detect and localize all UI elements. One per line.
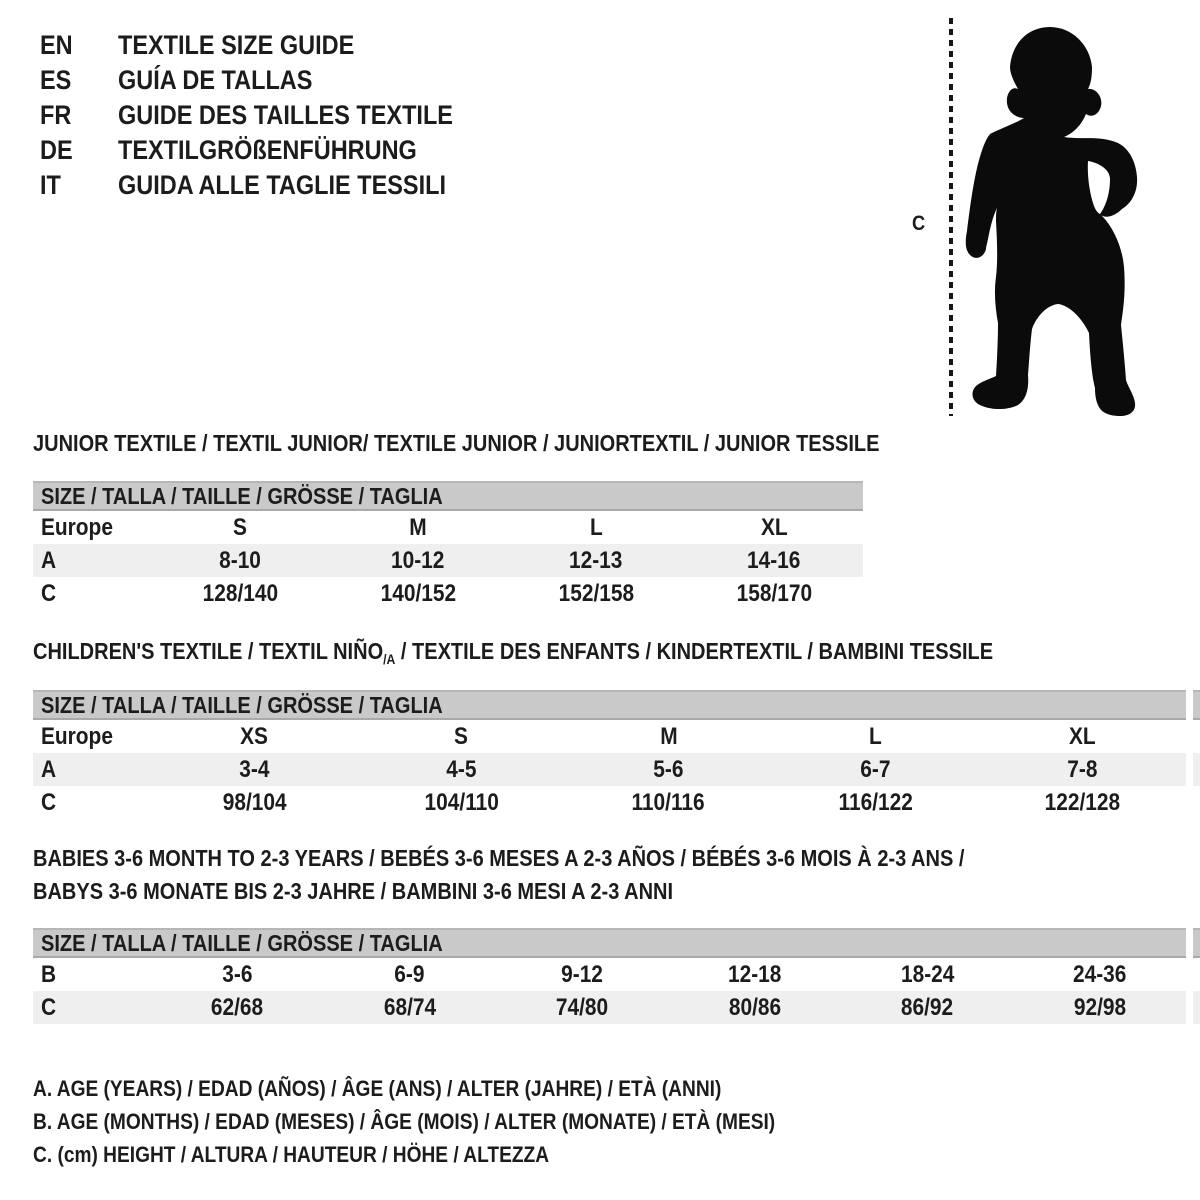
legend-line-c: C. (cm) HEIGHT / ALTURA / HAUTEUR / HÖHE… [33,1142,550,1167]
language-row-de: DE TEXTILGRÖßENFÜHRUNG [40,133,503,168]
cell: 98/104 [222,788,287,816]
table-row-age-years: A 3-4 4-5 5-6 6-7 7-8 [33,753,1186,786]
cell: 74/80 [556,993,609,1021]
row-label: Europe [41,722,113,750]
cell: 12-13 [569,546,623,574]
row-label: C [41,579,57,607]
cell: L [869,722,882,750]
cell: XS [240,722,269,750]
table-row-europe: Europe S M L XL [33,511,863,544]
cell: 122/128 [1044,788,1121,816]
language-row-en: EN TEXTILE SIZE GUIDE [40,28,503,63]
cell: 3-6 [222,960,253,988]
cell: 8-10 [219,546,261,574]
language-row-it: IT GUIDA ALLE TAGLIE TESSILI [40,168,503,203]
children-size-table: SIZE / TALLA / TAILLE / GRÖSSE / TAGLIA … [33,690,1186,819]
language-row-es: ES GUÍA DE TALLAS [40,63,503,98]
language-code: DE [40,135,73,165]
cell: 9-12 [561,960,604,988]
language-code: FR [40,100,72,130]
cell: 104/110 [424,788,499,816]
title-subscript: /A [383,651,396,667]
legend-block: A. AGE (YEARS) / EDAD (AÑOS) / ÂGE (ANS)… [33,1072,886,1171]
cell: 7-8 [1067,755,1098,783]
row-label: B [41,960,57,988]
cell: 140/152 [380,579,456,607]
babies-section-title: BABIES 3-6 MONTH TO 2-3 YEARS / BEBÉS 3-… [33,845,965,904]
table-row-height-cm: C 98/104 104/110 110/116 116/122 122/128 [33,786,1186,819]
table-row-age-months: B 3-6 6-9 9-12 12-18 18-24 24-36 [33,958,1186,991]
language-code: IT [40,170,61,200]
cell: 12-18 [728,960,782,988]
cell: M [659,722,678,750]
row-label: A [41,546,57,574]
cell: 152/158 [558,579,634,607]
cell: 4-5 [446,755,477,783]
cell: L [589,513,603,541]
row-label: C [41,788,57,816]
measure-label-c: C [912,212,926,235]
cell: 5-6 [653,755,684,783]
language-row-fr: FR GUIDE DES TAILLES TEXTILE [40,98,503,133]
cell: 6-9 [394,960,425,988]
guide-title-en: TEXTILE SIZE GUIDE [118,30,355,60]
baby-silhouette-icon [965,27,1138,416]
cropped-table-edge [1193,991,1200,1024]
language-code: EN [40,30,73,60]
table-row-age-years: A 8-10 10-12 12-13 14-16 [33,544,863,577]
guide-title-fr: GUIDE DES TAILLES TEXTILE [118,100,453,130]
cell: 14-16 [747,546,801,574]
babies-size-table: SIZE / TALLA / TAILLE / GRÖSSE / TAGLIA … [33,928,1186,1024]
cell: M [409,513,427,541]
cell: S [454,722,469,750]
row-label: C [41,993,57,1021]
size-header-bar: SIZE / TALLA / TAILLE / GRÖSSE / TAGLIA [33,928,1186,958]
cell: 3-4 [239,755,270,783]
table-row-europe: Europe XS S M L XL [33,720,1186,753]
cell: 110/116 [631,788,706,816]
table-row-height-cm: C 62/68 68/74 74/80 80/86 86/92 92/98 [33,991,1186,1024]
height-measure-dotted-line [949,18,953,416]
guide-title-it: GUIDA ALLE TAGLIE TESSILI [118,170,446,200]
cell: 92/98 [1073,993,1126,1021]
size-header-bar: SIZE / TALLA / TAILLE / GRÖSSE / TAGLIA [33,690,1186,720]
cell: 62/68 [211,993,264,1021]
cell: 18-24 [900,960,954,988]
cell: 80/86 [728,993,781,1021]
guide-title-de: TEXTILGRÖßENFÜHRUNG [118,135,417,165]
cell: 86/92 [901,993,954,1021]
row-label: A [41,755,57,783]
cropped-table-edge [1193,928,1200,958]
cell: XL [760,513,788,541]
table-row-height-cm: C 128/140 140/152 152/158 158/170 [33,577,863,610]
children-section-title: CHILDREN'S TEXTILE / TEXTIL NIÑO/A / TEX… [33,638,994,667]
guide-title-es: GUÍA DE TALLAS [118,65,313,95]
cell: 24-36 [1073,960,1127,988]
cell: S [233,513,247,541]
junior-size-table: SIZE / TALLA / TAILLE / GRÖSSE / TAGLIA … [33,481,863,610]
row-label: Europe [41,513,113,541]
cell: 128/140 [202,579,278,607]
cell: XL [1069,722,1096,750]
language-code: ES [40,65,72,95]
junior-section-title: JUNIOR TEXTILE / TEXTIL JUNIOR/ TEXTILE … [33,430,880,456]
size-header-bar: SIZE / TALLA / TAILLE / GRÖSSE / TAGLIA [33,481,863,511]
legend-line-a: A. AGE (YEARS) / EDAD (AÑOS) / ÂGE (ANS)… [33,1076,722,1101]
cell: 10-12 [391,546,445,574]
cropped-table-edge [1193,753,1200,786]
cell: 158/170 [736,579,812,607]
language-title-block: EN TEXTILE SIZE GUIDE ES GUÍA DE TALLAS … [40,28,503,203]
cell: 6-7 [860,755,891,783]
cell: 68/74 [383,993,436,1021]
legend-line-b: B. AGE (MONTHS) / EDAD (MESES) / ÂGE (MO… [33,1109,776,1134]
cell: 116/122 [838,788,913,816]
cropped-table-edge [1193,690,1200,720]
